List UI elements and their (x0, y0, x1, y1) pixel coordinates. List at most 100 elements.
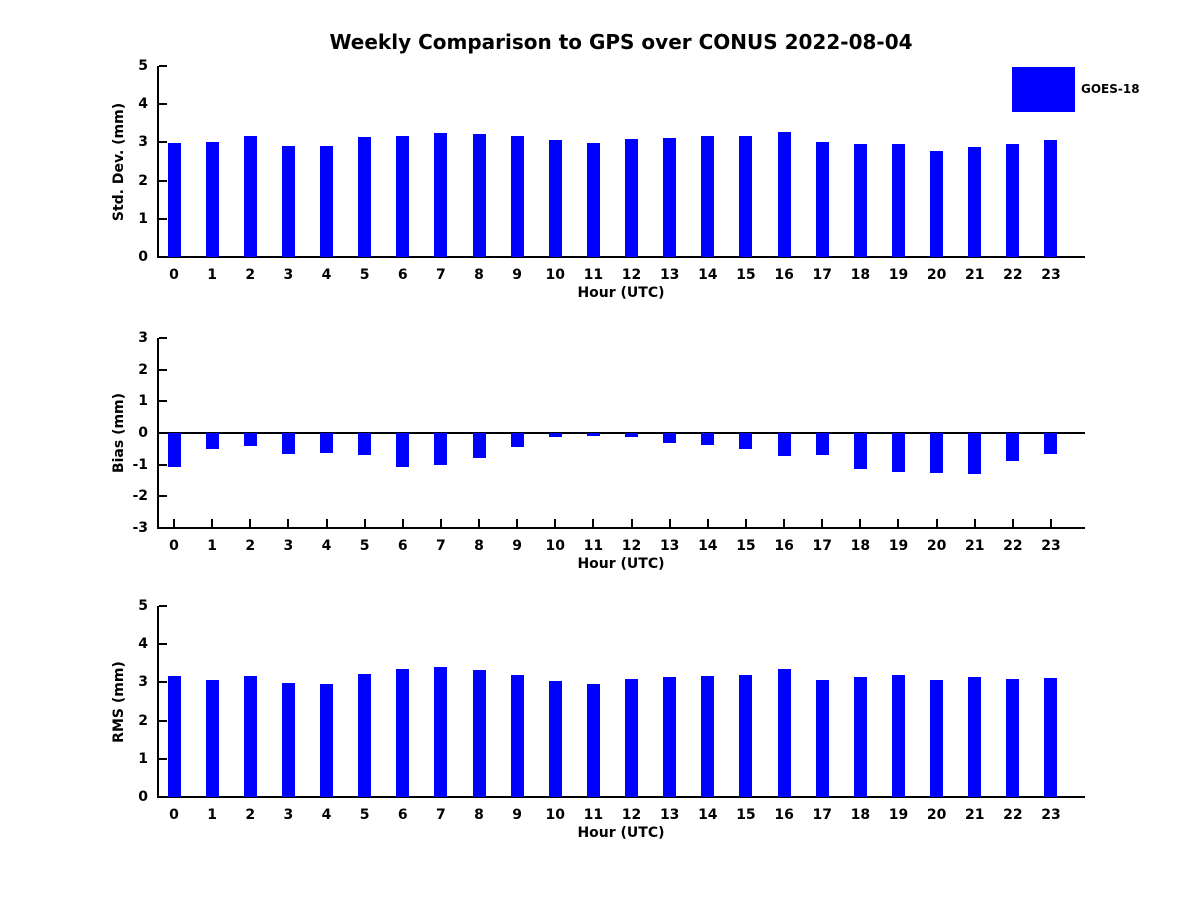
y-tick (159, 65, 167, 67)
x-tick (516, 788, 519, 796)
bar-bias-hour-10 (548, 433, 562, 438)
y-tick (159, 432, 167, 434)
bar-bias-hour-12 (625, 433, 639, 438)
x-tick-label: 19 (888, 267, 909, 283)
bar-std-dev-hour-7 (434, 133, 448, 257)
x-tick-label: 20 (926, 807, 947, 823)
bar-std-dev-hour-17 (815, 142, 829, 257)
y-tick (159, 217, 167, 220)
x-tick-label: 17 (812, 267, 832, 283)
y-tick (159, 368, 167, 371)
bar-rms-hour-14 (701, 675, 715, 797)
bar-std-dev-hour-0 (167, 143, 181, 257)
x-tick-label: 14 (698, 267, 718, 283)
bar-rms-hour-23 (1044, 677, 1058, 797)
y-tick-label: 1 (138, 210, 148, 227)
x-tick (554, 519, 557, 527)
bias-x-axis-label: Hour (UTC) (577, 556, 665, 572)
x-tick (1011, 519, 1014, 527)
x-tick (668, 248, 671, 256)
x-tick-label: 15 (736, 807, 756, 823)
bar-rms-hour-12 (625, 678, 639, 797)
x-tick (706, 248, 709, 256)
std-dev-y-axis-label: Std. Dev. (mm) (111, 102, 127, 221)
x-tick (249, 788, 252, 796)
bar-rms-hour-16 (777, 669, 791, 797)
bar-bias-hour-1 (205, 433, 219, 450)
y-axis-line (157, 606, 159, 797)
y-tick-label: 3 (138, 330, 148, 346)
y-tick (159, 643, 167, 646)
x-tick (211, 248, 214, 256)
x-tick (630, 788, 633, 796)
x-axis-line (157, 527, 1085, 529)
bar-std-dev-hour-10 (548, 140, 562, 257)
bar-rms-hour-5 (358, 673, 372, 797)
x-tick (478, 519, 481, 527)
bar-bias-hour-7 (434, 433, 448, 465)
y-tick (159, 757, 167, 760)
x-tick-label: 15 (736, 538, 756, 554)
bar-rms-hour-18 (853, 676, 867, 797)
y-tick (159, 719, 167, 722)
bar-rms-hour-7 (434, 666, 448, 797)
x-tick (935, 788, 938, 796)
x-tick-label: 3 (283, 267, 294, 283)
bar-rms-hour-17 (815, 680, 829, 797)
x-tick-label: 20 (926, 267, 947, 283)
x-tick-label: 1 (207, 538, 217, 554)
x-tick-label: 9 (512, 267, 523, 283)
bar-rms-hour-22 (1006, 678, 1020, 797)
x-tick-label: 15 (736, 267, 756, 283)
x-tick-label: 4 (321, 267, 332, 283)
x-tick (478, 248, 481, 256)
x-tick (401, 519, 404, 527)
bar-rms-hour-15 (739, 675, 753, 797)
y-tick (159, 463, 167, 466)
x-tick (744, 519, 747, 527)
bar-std-dev-hour-11 (586, 143, 600, 257)
x-tick-label: 22 (1003, 807, 1023, 823)
x-tick-label: 0 (169, 807, 179, 823)
x-tick-label: 0 (169, 538, 179, 554)
x-tick-label: 10 (545, 267, 566, 283)
bar-bias-hour-21 (968, 433, 982, 474)
y-tick-label: 4 (138, 96, 148, 113)
rms-y-axis-label: RMS (mm) (111, 660, 127, 743)
y-tick-label: -1 (132, 456, 148, 473)
x-tick (439, 248, 442, 256)
bar-bias-hour-9 (510, 433, 524, 448)
y-tick (159, 179, 167, 182)
bar-bias-hour-6 (396, 433, 410, 467)
y-tick (159, 796, 167, 798)
x-tick (821, 519, 824, 527)
y-axis-line (157, 338, 159, 528)
x-tick (325, 788, 328, 796)
x-tick-label: 16 (774, 267, 794, 283)
x-tick (439, 519, 442, 527)
x-tick (935, 519, 938, 527)
x-tick-label: 7 (436, 538, 446, 554)
x-tick (821, 248, 824, 256)
x-tick-label: 6 (397, 807, 408, 823)
x-tick-label: 8 (474, 538, 484, 554)
x-tick (516, 248, 519, 256)
x-tick (211, 519, 214, 527)
bar-bias-hour-2 (243, 433, 257, 447)
x-tick (668, 788, 671, 796)
legend-swatch-goes18 (1012, 67, 1075, 112)
bar-bias-hour-4 (320, 433, 334, 453)
bar-rms-hour-21 (968, 677, 982, 797)
bar-bias-hour-23 (1044, 433, 1058, 455)
y-tick-label: 1 (138, 750, 148, 767)
x-tick-label: 4 (321, 538, 332, 554)
x-tick (363, 788, 366, 796)
bar-std-dev-hour-6 (396, 136, 410, 257)
y-tick (159, 527, 167, 529)
x-tick-label: 10 (545, 538, 566, 554)
x-tick-label: 4 (321, 807, 332, 823)
x-tick-label: 22 (1003, 267, 1023, 283)
x-tick (516, 519, 519, 527)
bar-rms-hour-2 (243, 676, 257, 797)
bar-bias-hour-0 (167, 433, 181, 468)
